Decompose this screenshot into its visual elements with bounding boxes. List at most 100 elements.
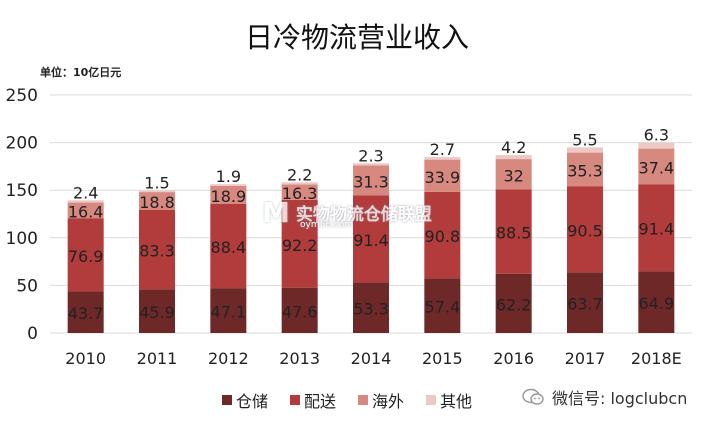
data-label: 2.3 (358, 146, 383, 165)
bar-segment (281, 182, 318, 185)
legend-swatch (358, 395, 369, 405)
chart-title: 日冷物流营业收入 (244, 21, 469, 54)
legend-label: 海外 (372, 392, 405, 411)
x-tick-label: 2014 (351, 349, 392, 368)
bar-segment (281, 199, 318, 288)
bar-segment (281, 184, 318, 200)
bar-segment (353, 163, 389, 166)
legend-swatch (426, 395, 437, 405)
bar-segment (67, 218, 104, 292)
bar-segment (139, 192, 175, 211)
data-label: 47.6 (282, 302, 318, 321)
bar-segment (495, 189, 532, 274)
data-label: 31.3 (353, 172, 389, 191)
bar-segment (353, 195, 389, 283)
watermark-text: 实物物流仓储联盟 (295, 205, 432, 225)
data-label: 33.9 (425, 168, 461, 187)
watermark-logo: M (262, 196, 290, 229)
bar-segment (495, 273, 532, 333)
bar-segment (424, 159, 461, 192)
bar-segment (67, 291, 104, 333)
y-tick-label: 150 (6, 181, 38, 201)
y-tick-label: 50 (16, 276, 38, 296)
watermark-url: oym56.com (300, 220, 354, 230)
bar-segment (353, 165, 389, 196)
legend-label: 仓储 (236, 392, 269, 411)
legend-swatch (290, 395, 301, 405)
x-tick-label: 2013 (279, 349, 320, 368)
data-label: 76.9 (68, 247, 104, 266)
data-label: 91.4 (353, 231, 389, 250)
data-label: 6.3 (644, 126, 669, 145)
bar-segment (210, 288, 247, 333)
data-label: 90.8 (425, 227, 461, 246)
data-label: 83.3 (139, 242, 175, 261)
bar-segment (567, 147, 603, 153)
data-label: 88.5 (496, 224, 532, 243)
y-tick-label: 100 (6, 229, 38, 249)
bar-segment (139, 289, 175, 333)
data-label: 32 (503, 166, 523, 185)
bar-segment (638, 142, 675, 149)
data-label: 88.4 (211, 238, 247, 257)
bar-segment (210, 186, 247, 205)
bar-segment (139, 210, 175, 290)
data-label: 90.5 (567, 221, 603, 240)
data-label: 1.5 (144, 174, 169, 193)
data-label: 18.9 (211, 187, 247, 206)
bar-segment (210, 184, 247, 187)
bar-segment (638, 148, 675, 185)
x-tick-label: 2015 (422, 349, 463, 368)
data-label: 2.7 (430, 140, 455, 159)
data-label: 92.2 (282, 236, 318, 255)
y-tick-label: 250 (6, 86, 38, 106)
bar-segment (139, 190, 175, 193)
data-label: 18.8 (139, 193, 175, 212)
data-label: 63.7 (567, 295, 603, 314)
bar-segment (424, 157, 461, 160)
wechat-id: 微信号: logclubcn (522, 385, 687, 409)
bar-segment (567, 152, 603, 187)
wechat-text: 微信号: logclubcn (552, 389, 688, 408)
legend-item: 仓储 (222, 388, 268, 412)
data-label: 53.3 (353, 300, 389, 319)
y-tick-label: 200 (6, 134, 38, 154)
x-tick-label: 2016 (493, 349, 534, 368)
legend-item: 海外 (358, 388, 404, 412)
bar-segment (424, 278, 461, 333)
wechat-icon (522, 388, 544, 405)
data-label: 43.7 (68, 304, 104, 323)
bar-segment (210, 204, 247, 289)
bar-segment (638, 184, 675, 272)
y-tick-label: 0 (27, 324, 38, 344)
legend: 仓储 配送 海外 其他 (222, 388, 472, 412)
data-label: 47.1 (211, 303, 247, 322)
legend-item: 其他 (426, 388, 472, 412)
data-label: 4.2 (501, 138, 526, 157)
data-label: 16.4 (68, 202, 104, 221)
x-tick-label: 2012 (208, 349, 249, 368)
unit-label: 单位：10亿日元 (40, 66, 122, 79)
data-label: 37.4 (639, 158, 675, 177)
bar-segment (67, 202, 104, 219)
data-label: 2.2 (287, 165, 312, 184)
data-label: 57.4 (425, 298, 461, 317)
data-label: 62.2 (496, 295, 532, 314)
x-tick-label: 2011 (137, 349, 178, 368)
data-label: 35.3 (567, 161, 603, 180)
bar-segment (495, 159, 532, 190)
data-label: 5.5 (572, 130, 597, 149)
data-label: 64.9 (639, 294, 675, 313)
data-label: 45.9 (139, 303, 175, 322)
data-label: 91.4 (639, 220, 675, 239)
bar-segment (567, 272, 603, 333)
legend-label: 配送 (304, 392, 337, 411)
data-label: 16.3 (282, 184, 318, 203)
bar-segment (67, 200, 104, 203)
watermark: M 实物物流仓储联盟 (262, 196, 432, 229)
x-tick-label: 2010 (65, 349, 106, 368)
bar-segment (281, 287, 318, 333)
bar-segment (424, 191, 461, 279)
data-label: 2.4 (73, 183, 98, 202)
